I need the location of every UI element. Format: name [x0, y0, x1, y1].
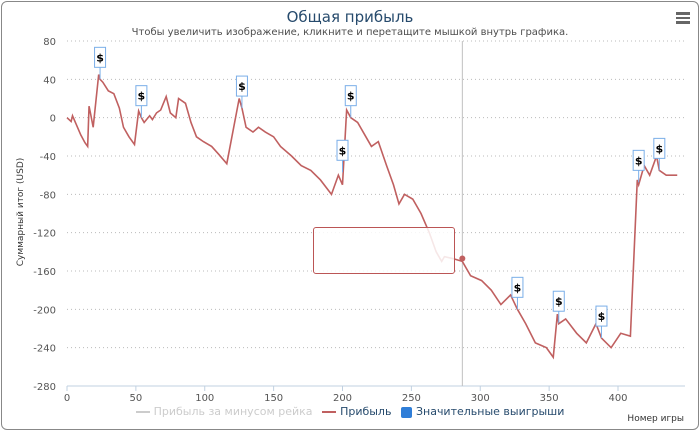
y-tick-label: -280 — [33, 382, 56, 393]
legend-item-rake[interactable]: Прибыль за минусом рейка — [135, 405, 313, 418]
hover-point — [459, 255, 466, 262]
hamburger-icon[interactable] — [676, 12, 690, 26]
flag-box — [94, 46, 107, 68]
legend-line-icon — [135, 411, 150, 413]
flag-box — [511, 276, 524, 298]
flag-box — [552, 290, 565, 312]
tooltip — [313, 227, 455, 274]
x-tick-label: 300 — [471, 393, 490, 404]
y-tick-label: 0 — [50, 114, 56, 125]
flag-label: $ — [598, 310, 606, 323]
legend: Прибыль за минусом рейка Прибыль Значите… — [2, 405, 698, 418]
y-tick-label: 80 — [43, 37, 56, 48]
flag-label: $ — [138, 90, 146, 103]
flag-box — [135, 85, 148, 107]
legend-line-icon — [322, 411, 337, 413]
legend-label: Значительные выигрыши — [415, 405, 565, 418]
flag-label: $ — [238, 80, 246, 93]
legend-box-icon — [400, 406, 412, 418]
flag-label: $ — [347, 90, 355, 103]
flag-label: $ — [555, 295, 563, 308]
chart-subtitle: Чтобы увеличить изображение, кликните и … — [131, 27, 569, 38]
x-axis-title: Номер игры — [627, 414, 684, 424]
legend-label: Прибыль за минусом рейка — [153, 405, 313, 418]
y-tick-label: 40 — [43, 75, 56, 86]
x-tick-label: 100 — [195, 393, 214, 404]
y-tick-label: -240 — [33, 344, 56, 355]
y-tick-label: -200 — [33, 305, 56, 316]
y-axis-title: Суммарный итог (USD) — [16, 157, 26, 267]
x-tick-label: 200 — [333, 393, 352, 404]
flag-box — [595, 305, 608, 327]
flag-box — [632, 149, 645, 171]
y-tick-label: -40 — [40, 152, 56, 163]
x-tick-label: 400 — [608, 393, 627, 404]
y-tick-label: -120 — [33, 229, 56, 240]
x-tick-label: 150 — [264, 393, 283, 404]
x-tick-label: 0 — [64, 393, 70, 404]
y-tick-label: -80 — [40, 190, 56, 201]
flag-label: $ — [96, 51, 104, 64]
chart-title: Общая прибыль — [286, 8, 414, 26]
flag-box — [653, 137, 666, 159]
y-tick-label: -160 — [33, 267, 56, 278]
flag-label: $ — [339, 144, 347, 157]
legend-item-profit[interactable]: Прибыль — [322, 405, 391, 418]
x-tick-label: 50 — [130, 393, 143, 404]
x-tick-label: 350 — [540, 393, 559, 404]
x-tick-label: 250 — [402, 393, 421, 404]
flag-box — [235, 75, 248, 97]
profit-line — [66, 74, 678, 360]
flag-label: $ — [635, 154, 643, 167]
flag-label: $ — [655, 142, 663, 155]
legend-item-wins[interactable]: Значительные выигрыши — [400, 405, 565, 418]
flag-box — [344, 85, 357, 107]
flag-box — [336, 139, 349, 161]
legend-label: Прибыль — [340, 405, 392, 418]
flag-label: $ — [514, 281, 522, 294]
